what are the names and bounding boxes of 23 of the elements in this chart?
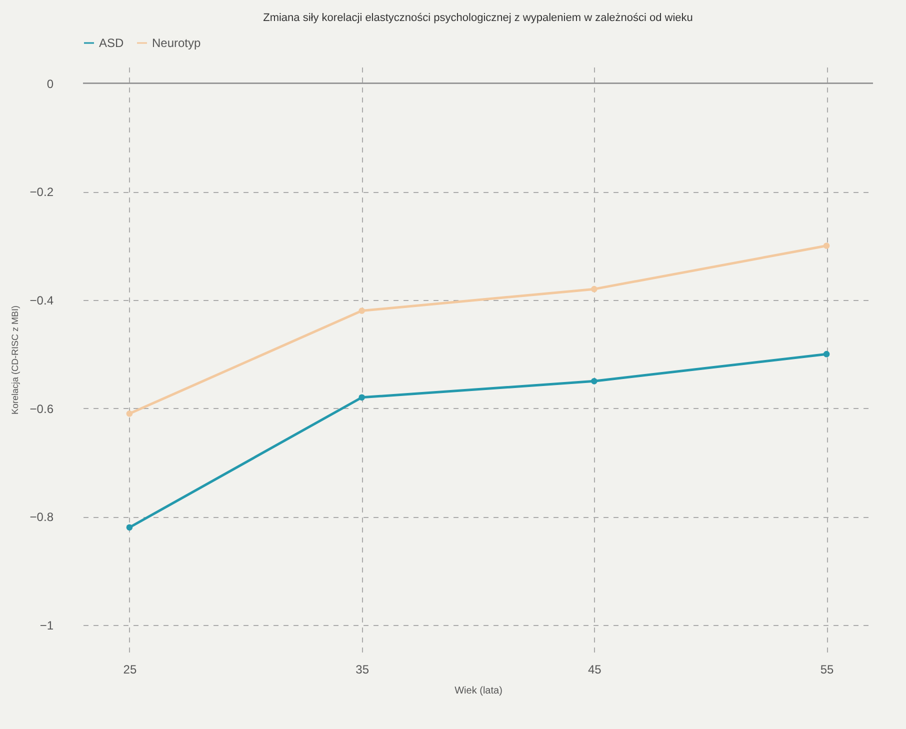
x-tick-label: 35 bbox=[356, 662, 370, 676]
y-tick-label: −0.2 bbox=[30, 185, 54, 200]
point bbox=[591, 378, 598, 384]
point bbox=[358, 394, 365, 401]
y-tick-label: −0.8 bbox=[30, 510, 54, 524]
point bbox=[126, 410, 133, 417]
point bbox=[823, 242, 830, 249]
x-axis-title: Wiek (lata) bbox=[454, 686, 502, 696]
point bbox=[358, 308, 365, 314]
point bbox=[591, 286, 598, 292]
x-tick-label: 55 bbox=[820, 662, 834, 676]
x-tick-label: 45 bbox=[588, 662, 602, 676]
y-tick-label: 0 bbox=[46, 76, 54, 91]
y-tick-label: −0.4 bbox=[30, 293, 54, 308]
y-tick-label: −1 bbox=[40, 618, 54, 632]
point bbox=[823, 350, 830, 358]
chart-title: Zmiana siły korelacji elastyczności psychologicznej z wypaleniem w zależności od wieku bbox=[263, 12, 693, 24]
y-tick-label: −0.6 bbox=[30, 402, 54, 416]
legend-label: Neurotyp bbox=[152, 36, 202, 50]
point bbox=[126, 524, 133, 531]
y-axis-title: Korelacja (CD-RISC z MBI) bbox=[10, 305, 20, 415]
legend-label: ASD bbox=[99, 36, 124, 50]
x-tick-label: 25 bbox=[123, 662, 137, 676]
